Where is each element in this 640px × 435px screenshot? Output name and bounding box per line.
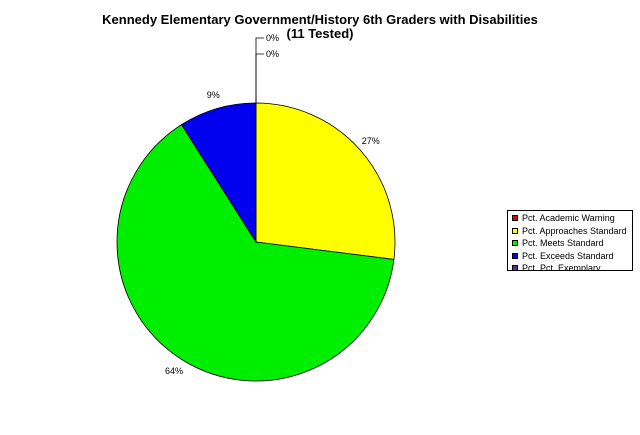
legend-label-exemplary: Pct. Pct. Exemplary	[522, 263, 601, 271]
slice-label-approaches-standard: 27%	[362, 136, 380, 146]
legend-swatch-academic-warning	[512, 215, 518, 221]
legend-swatch-exemplary	[512, 265, 518, 270]
legend-label-academic-warning: Pct. Academic Warning	[522, 213, 615, 223]
legend: Pct. Academic Warning Pct. Approaches St…	[507, 210, 633, 271]
leader-line-exemplary	[255, 53, 264, 103]
slice-label-exemplary: 0%	[266, 49, 279, 59]
legend-label-meets-standard: Pct. Meets Standard	[522, 238, 604, 248]
legend-swatch-meets-standard	[512, 240, 518, 246]
chart-title: Kennedy Elementary Government/History 6t…	[102, 12, 538, 27]
legend-item-approaches-standard: Pct. Approaches Standard	[508, 225, 632, 238]
legend-swatch-exceeds-standard	[512, 252, 518, 259]
legend-item-exceeds-standard: Pct. Exceeds Standard	[508, 250, 632, 263]
legend-item-academic-warning: Pct. Academic Warning	[508, 212, 632, 225]
leader-line-academic-warning	[255, 37, 264, 103]
slice-label-meets-standard: 64%	[165, 366, 183, 376]
legend-swatch-approaches-standard	[512, 227, 518, 234]
legend-label-approaches-standard: Pct. Approaches Standard	[522, 225, 627, 236]
pie-slice-meets-standard	[116, 124, 395, 382]
slice-label-exceeds-standard: 9%	[207, 90, 220, 100]
chart-subtitle: (11 Tested)	[286, 26, 354, 41]
slice-label-academic-warning: 0%	[266, 33, 279, 43]
legend-label-exceeds-standard: Pct. Exceeds Standard	[522, 250, 614, 261]
pie-slice-approaches-standard	[255, 102, 396, 260]
pie-slice-exceeds-standard	[180, 102, 257, 244]
legend-item-exemplary: Pct. Pct. Exemplary	[508, 262, 632, 271]
legend-item-meets-standard: Pct. Meets Standard	[508, 237, 632, 250]
